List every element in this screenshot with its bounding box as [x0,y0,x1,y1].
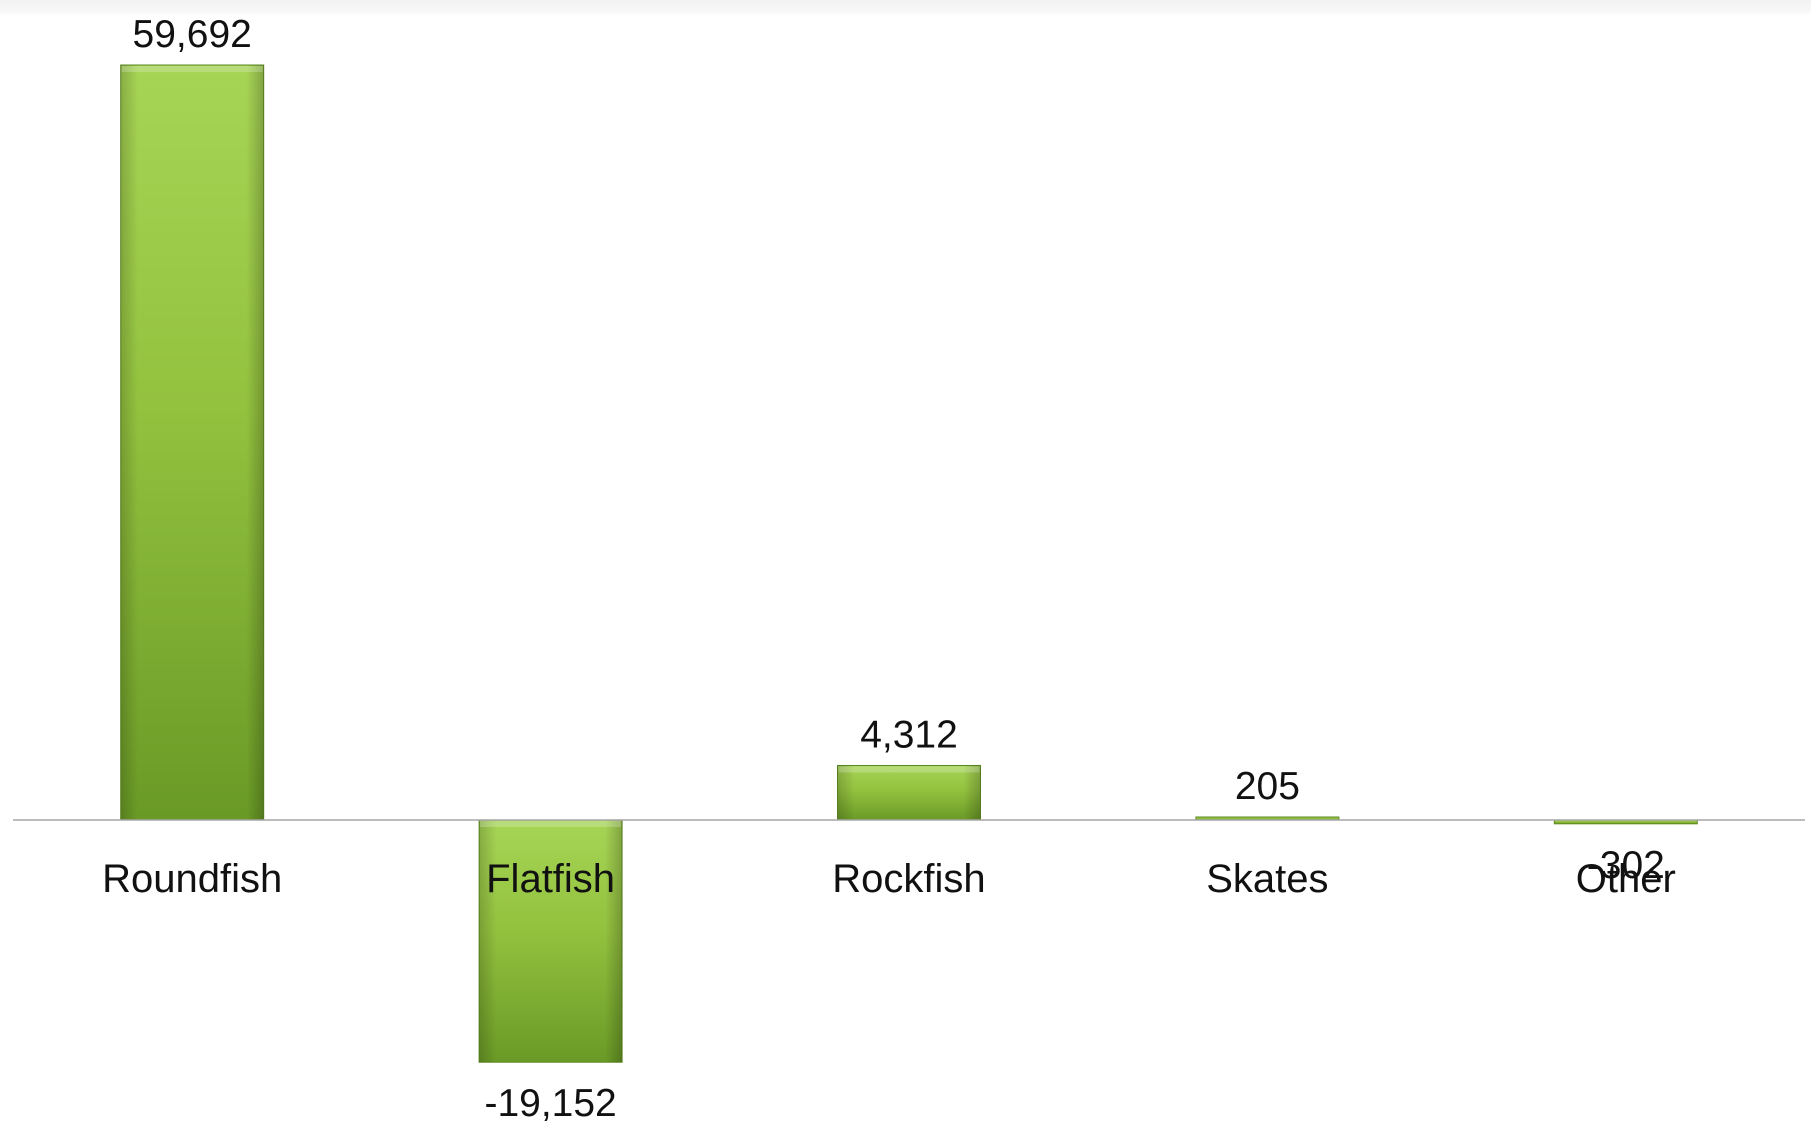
category-label-skates: Skates [1206,857,1328,901]
bar-flatfish-shade [479,820,623,1063]
category-label-flatfish: Flatfish [486,857,615,901]
labels-layer: Roundfish 59,692 Flatfish -19,152 Rockfish 4,… [102,13,1676,1125]
bar-roundfish-bevel [121,66,263,72]
bar-roundfish [120,64,265,821]
top-strip [0,0,1811,16]
bar-rockfish-bevel [838,766,980,773]
data-label-flatfish: -19,152 [484,1082,616,1125]
category-label-other: Other [1576,857,1676,901]
bar-flatfish [478,819,623,1063]
bar-rockfish-shade [837,765,981,820]
category-label-rockfish: Rockfish [832,857,985,901]
data-label-roundfish: 59,692 [133,13,252,56]
bar-flatfish-bevel [480,821,622,827]
bar-roundfish-shade [120,65,264,820]
data-label-rockfish: 4,312 [860,713,958,756]
data-label-other: -302 [1587,844,1665,887]
data-label-skates: 205 [1235,765,1300,808]
bar-rockfish [837,764,981,821]
category-label-roundfish: Roundfish [102,857,282,901]
bars-layer [120,64,1698,1063]
